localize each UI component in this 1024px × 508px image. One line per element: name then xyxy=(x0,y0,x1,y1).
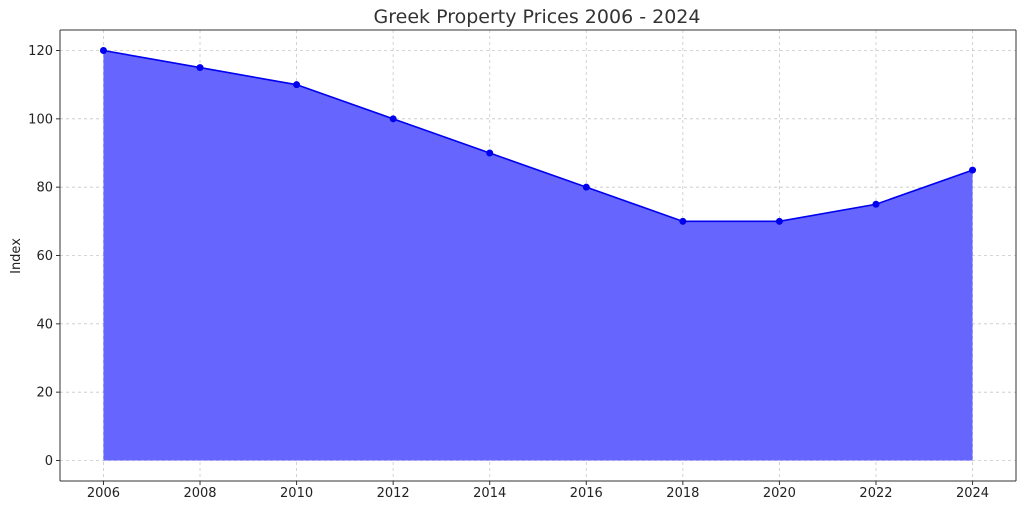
data-point xyxy=(775,217,783,225)
axes xyxy=(59,29,1017,482)
x-tick-label: 2012 xyxy=(377,486,410,501)
y-tick-label: 20 xyxy=(36,386,53,401)
y-tick-label: 40 xyxy=(36,317,53,332)
x-tick-label: 2016 xyxy=(570,486,603,501)
x-tick-label: 2020 xyxy=(763,486,796,501)
y-tick-label: 60 xyxy=(36,249,53,264)
y-tick-label: 0 xyxy=(45,454,53,469)
x-tick-label: 2010 xyxy=(280,486,313,501)
x-tick-label: 2006 xyxy=(87,486,120,501)
y-tick-label: 120 xyxy=(28,44,53,59)
y-tick-label: 80 xyxy=(36,181,53,196)
data-point xyxy=(196,64,204,72)
y-tick-label: 100 xyxy=(28,112,53,127)
data-markers xyxy=(99,47,977,225)
data-point xyxy=(389,115,397,123)
data-point xyxy=(582,183,590,191)
x-tick-label: 2014 xyxy=(473,486,506,501)
data-point xyxy=(293,81,301,89)
x-tick-label: 2018 xyxy=(666,486,699,501)
data-point xyxy=(969,166,977,174)
y-axis: 0 20 40 60 80 100 120 xyxy=(28,44,60,469)
chart-title: Greek Property Prices 2006 - 2024 xyxy=(374,6,701,28)
data-point xyxy=(99,47,107,54)
y-axis-title: Index xyxy=(9,238,24,274)
area-series xyxy=(103,49,973,461)
data-point xyxy=(679,217,687,225)
data-point xyxy=(872,200,880,208)
x-axis: 2006 2008 2010 2012 2014 2016 2018 2020 2022 2024 xyxy=(87,481,989,501)
area-fill xyxy=(103,50,973,461)
x-tick-label: 2022 xyxy=(859,486,892,501)
x-tick-label: 2008 xyxy=(183,486,216,501)
data-point xyxy=(486,149,494,157)
x-tick-label: 2024 xyxy=(956,486,989,501)
series-line xyxy=(103,49,973,223)
